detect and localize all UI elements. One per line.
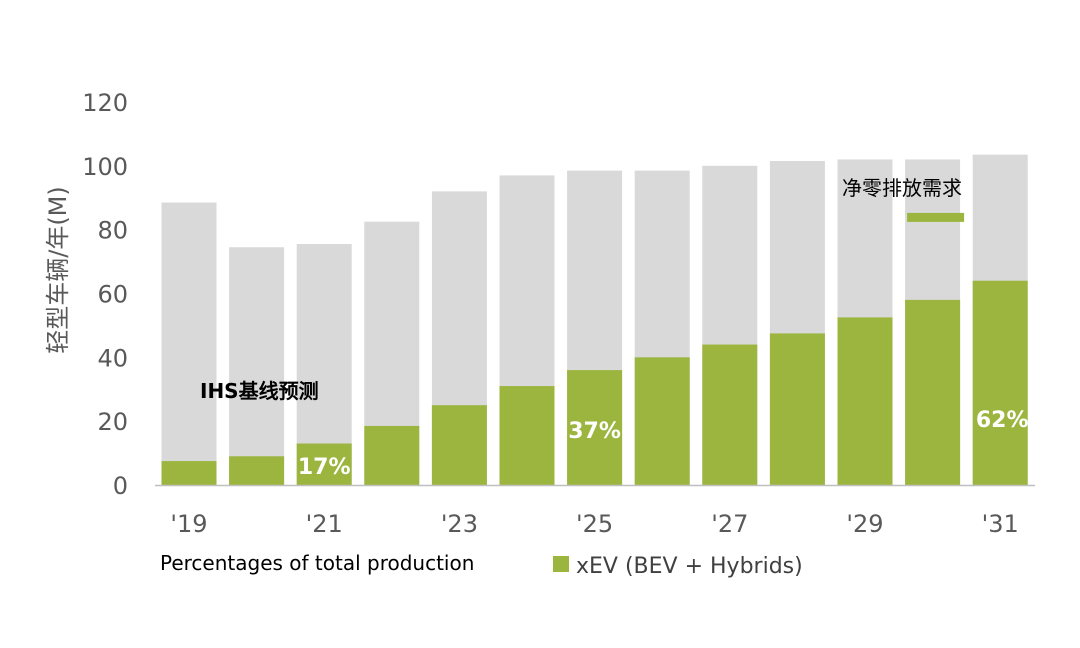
xev-bar xyxy=(634,357,690,485)
net-zero-marker xyxy=(907,212,965,222)
x-tick-label: '23 xyxy=(441,510,478,538)
y-tick-label: 0 xyxy=(113,472,128,500)
xev-bar xyxy=(296,443,352,485)
xev-bar xyxy=(905,299,961,485)
xev-bar xyxy=(229,456,285,485)
percent-labels: 17% 37% 62% xyxy=(298,408,1029,480)
y-tick-label: 80 xyxy=(97,217,128,245)
net-zero-annotation: 净零排放需求 xyxy=(842,176,962,200)
xev-bar xyxy=(837,317,893,485)
x-axis: '19 '21 '23 '25 '27 '29 '31 xyxy=(170,510,1018,538)
y-tick-label: 100 xyxy=(82,153,128,181)
legend-label: xEV (BEV + Hybrids) xyxy=(576,554,803,579)
xev-bar xyxy=(431,405,487,485)
xev-bar xyxy=(567,370,623,485)
x-tick-label: '29 xyxy=(846,510,883,538)
footnote: Percentages of total production xyxy=(160,551,474,575)
x-tick-label: '27 xyxy=(711,510,748,538)
legend-swatch xyxy=(553,556,569,572)
y-tick-label: 60 xyxy=(97,281,128,309)
total-bar xyxy=(229,247,285,485)
legend: xEV (BEV + Hybrids) xyxy=(553,554,803,579)
x-tick-label: '25 xyxy=(576,510,613,538)
percent-label: 62% xyxy=(976,408,1029,433)
xev-bar xyxy=(769,333,825,485)
total-bar xyxy=(161,202,217,485)
xev-bar xyxy=(702,344,758,485)
y-axis-label: 轻型车辆/年(M) xyxy=(44,186,72,354)
y-tick-label: 40 xyxy=(97,344,128,372)
baseline-annotation: IHS基线预测 xyxy=(200,379,319,403)
xev-bars xyxy=(161,280,1028,485)
y-tick-label: 20 xyxy=(97,408,128,436)
percent-label: 37% xyxy=(568,419,621,444)
percent-label: 17% xyxy=(298,455,351,480)
y-tick-label: 120 xyxy=(82,89,128,117)
x-tick-label: '19 xyxy=(170,510,207,538)
xev-bar xyxy=(499,386,555,485)
y-axis: 0 20 40 60 80 100 120 xyxy=(82,89,128,500)
xev-bar xyxy=(161,461,217,485)
x-tick-label: '31 xyxy=(982,510,1019,538)
xev-bar xyxy=(364,425,420,485)
xev-bar xyxy=(972,280,1028,485)
x-tick-label: '21 xyxy=(306,510,343,538)
